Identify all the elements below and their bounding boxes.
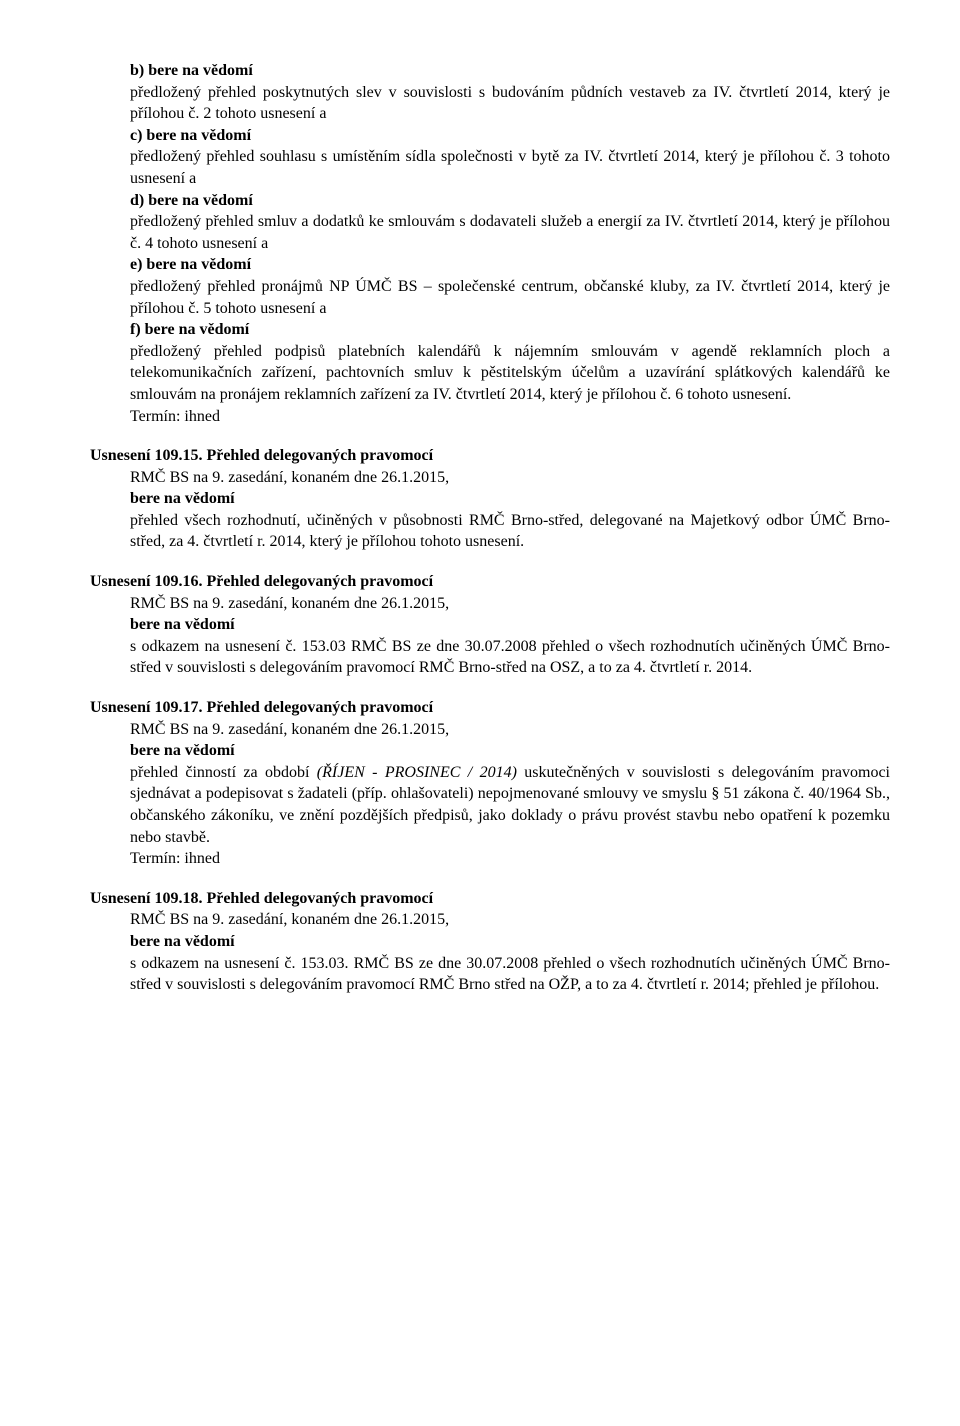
- u17-heading: Usnesení 109.17. Přehled delegovaných pr…: [90, 697, 890, 719]
- u17-body-italic: (ŘÍJEN - PROSINEC / 2014): [317, 764, 517, 781]
- termin: Termín: ihned: [130, 406, 890, 428]
- usneseni-18: Usnesení 109.18. Přehled delegovaných pr…: [90, 888, 890, 996]
- usneseni-16: Usnesení 109.16. Přehled delegovaných pr…: [90, 571, 890, 679]
- u17-line1: RMČ BS na 9. zasedání, konaném dne 26.1.…: [130, 719, 890, 741]
- d-head: d) bere na vědomí: [130, 190, 890, 212]
- e-body: předložený přehled pronájmů NP ÚMČ BS – …: [130, 276, 890, 319]
- f-head: f) bere na vědomí: [130, 319, 890, 341]
- u18-heading: Usnesení 109.18. Přehled delegovaných pr…: [90, 888, 890, 910]
- u17-sub: bere na vědomí: [130, 740, 890, 762]
- u16-body: s odkazem na usnesení č. 153.03 RMČ BS z…: [130, 636, 890, 679]
- usneseni-15: Usnesení 109.15. Přehled delegovaných pr…: [90, 445, 890, 553]
- u18-body: s odkazem na usnesení č. 153.03. RMČ BS …: [130, 953, 890, 996]
- f-body: předložený přehled podpisů platebních ka…: [130, 341, 890, 406]
- u15-sub: bere na vědomí: [130, 488, 890, 510]
- u16-heading: Usnesení 109.16. Přehled delegovaných pr…: [90, 571, 890, 593]
- c-body: předložený přehled souhlasu s umístěním …: [130, 146, 890, 189]
- u15-heading: Usnesení 109.15. Přehled delegovaných pr…: [90, 445, 890, 467]
- d-body: předložený přehled smluv a dodatků ke sm…: [130, 211, 890, 254]
- u16-sub: bere na vědomí: [130, 614, 890, 636]
- u15-line1: RMČ BS na 9. zasedání, konaném dne 26.1.…: [130, 467, 890, 489]
- b-head: b) bere na vědomí: [130, 60, 890, 82]
- u16-line1: RMČ BS na 9. zasedání, konaném dne 26.1.…: [130, 593, 890, 615]
- intro-block: b) bere na vědomí předložený přehled pos…: [130, 60, 890, 427]
- b-body: předložený přehled poskytnutých slev v s…: [130, 82, 890, 125]
- e-head: e) bere na vědomí: [130, 254, 890, 276]
- u17-body: přehled činností za období (ŘÍJEN - PROS…: [130, 762, 890, 848]
- u17-termin: Termín: ihned: [130, 848, 890, 870]
- usneseni-17: Usnesení 109.17. Přehled delegovaných pr…: [90, 697, 890, 870]
- c-head: c) bere na vědomí: [130, 125, 890, 147]
- u18-line1: RMČ BS na 9. zasedání, konaném dne 26.1.…: [130, 909, 890, 931]
- u15-body: přehled všech rozhodnutí, učiněných v pů…: [130, 510, 890, 553]
- u17-body-pre: přehled činností za období: [130, 764, 317, 781]
- u18-sub: bere na vědomí: [130, 931, 890, 953]
